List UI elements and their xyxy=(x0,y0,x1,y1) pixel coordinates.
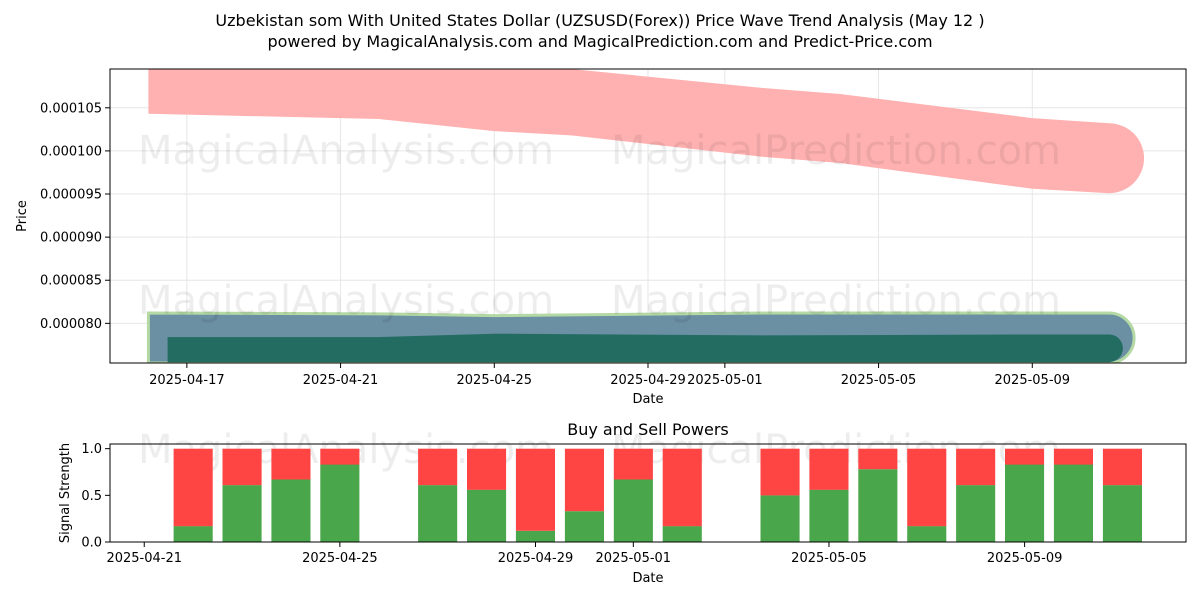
buy-power-bar xyxy=(418,485,458,542)
price-x-tick-label: 2025-04-25 xyxy=(457,373,533,388)
sell-power-bar xyxy=(271,448,311,480)
power-y-tick-label: 0.0 xyxy=(81,536,102,551)
power-x-tick-label: 2025-04-25 xyxy=(302,551,378,566)
price-watermarks: MagicalAnalysis.com MagicalPrediction.com… xyxy=(138,128,1061,324)
watermark-text: MagicalPrediction.com xyxy=(611,128,1061,174)
buy-power-bar xyxy=(1005,464,1045,542)
price-x-tick-label: 2025-04-21 xyxy=(303,373,379,388)
power-y-tick-label: 1.0 xyxy=(81,442,102,457)
sell-power-bar xyxy=(907,448,947,527)
sell-power-bar xyxy=(662,448,702,527)
sell-power-bar xyxy=(320,448,360,465)
price-x-label: Date xyxy=(632,392,663,407)
power-y-tick-label: 0.5 xyxy=(81,489,102,504)
power-bars xyxy=(173,448,1142,542)
sell-power-bar xyxy=(222,448,262,486)
buy-sell-power-chart: Buy and Sell Powers MagicalAnalysis.comM… xyxy=(58,420,1187,586)
power-x-tick-label: 2025-04-29 xyxy=(498,551,574,566)
price-y-axis: 0.000080 0.000085 0.000090 0.000095 0.000100… xyxy=(40,101,110,332)
watermark-text: MagicalAnalysis.com xyxy=(138,128,554,174)
power-chart-title: Buy and Sell Powers xyxy=(567,420,729,439)
price-y-tick-label: 0.000105 xyxy=(40,101,102,116)
buy-power-bar xyxy=(1102,485,1142,542)
sell-power-bar xyxy=(858,448,898,470)
sell-power-bar xyxy=(613,448,653,480)
buy-power-bar xyxy=(515,530,555,542)
sell-power-bar xyxy=(956,448,996,486)
price-y-tick-label: 0.000080 xyxy=(40,317,102,332)
power-x-tick-label: 2025-05-09 xyxy=(987,551,1063,566)
price-y-label: Price xyxy=(15,200,30,232)
price-y-tick-label: 0.000090 xyxy=(40,231,102,246)
power-y-axis: 0.0 0.5 1.0 xyxy=(81,442,110,551)
price-y-tick-label: 0.000095 xyxy=(40,188,102,203)
buy-power-bar xyxy=(173,526,213,542)
buy-power-bar xyxy=(271,479,311,542)
price-bands xyxy=(146,69,1145,363)
buy-power-bar xyxy=(662,526,702,542)
sell-power-bar xyxy=(809,448,849,490)
sell-power-bar xyxy=(418,448,458,486)
buy-power-bar xyxy=(809,489,849,542)
sell-power-bar xyxy=(515,448,555,531)
buy-power-bar xyxy=(1053,464,1093,542)
price-x-tick-label: 2025-05-09 xyxy=(995,373,1071,388)
price-x-tick-label: 2025-04-29 xyxy=(610,373,686,388)
sell-power-bar xyxy=(1102,448,1142,486)
power-x-axis: 2025-04-21 2025-04-25 2025-04-29 2025-05-01… xyxy=(106,542,1062,566)
sell-power-bar xyxy=(1005,448,1045,465)
sell-power-bar xyxy=(173,448,213,527)
buy-power-bar xyxy=(564,511,604,542)
price-y-tick-label: 0.000085 xyxy=(40,274,102,289)
price-band-upper xyxy=(148,69,1145,194)
figure-title-line1: Uzbekistan som With United States Dollar… xyxy=(215,11,984,30)
power-x-tick-label: 2025-04-21 xyxy=(106,551,182,566)
price-wave-chart: MagicalAnalysis.com MagicalPrediction.com… xyxy=(15,68,1187,407)
buy-power-bar xyxy=(467,489,507,542)
power-x-tick-label: 2025-05-01 xyxy=(596,551,672,566)
buy-power-bar xyxy=(760,495,800,542)
watermark-text: MagicalPrediction.com xyxy=(611,278,1061,324)
power-y-label: Signal Strength xyxy=(58,443,73,543)
buy-power-bar xyxy=(320,464,360,542)
watermark-text: MagicalAnalysis.com xyxy=(138,278,554,324)
sell-power-bar xyxy=(760,448,800,496)
price-x-axis: 2025-04-17 2025-04-21 2025-04-25 2025-04-29… xyxy=(149,363,1070,388)
buy-power-bar xyxy=(858,469,898,542)
buy-power-bar xyxy=(222,485,262,542)
price-x-tick-label: 2025-05-05 xyxy=(841,373,917,388)
power-plot-frame xyxy=(109,443,1187,543)
sell-power-bar xyxy=(564,448,604,512)
buy-power-bar xyxy=(956,485,996,542)
power-x-tick-label: 2025-05-05 xyxy=(791,551,867,566)
figure-title-line2: powered by MagicalAnalysis.com and Magic… xyxy=(267,32,932,51)
sell-power-bar xyxy=(1053,448,1093,465)
buy-power-bar xyxy=(613,479,653,542)
price-x-tick-label: 2025-04-17 xyxy=(149,373,225,388)
price-band-dark xyxy=(167,333,1123,363)
buy-power-bar xyxy=(907,526,947,542)
price-y-tick-label: 0.000100 xyxy=(40,144,102,159)
price-x-tick-label: 2025-05-01 xyxy=(687,373,763,388)
power-x-label: Date xyxy=(632,571,663,586)
sell-power-bar xyxy=(467,448,507,490)
